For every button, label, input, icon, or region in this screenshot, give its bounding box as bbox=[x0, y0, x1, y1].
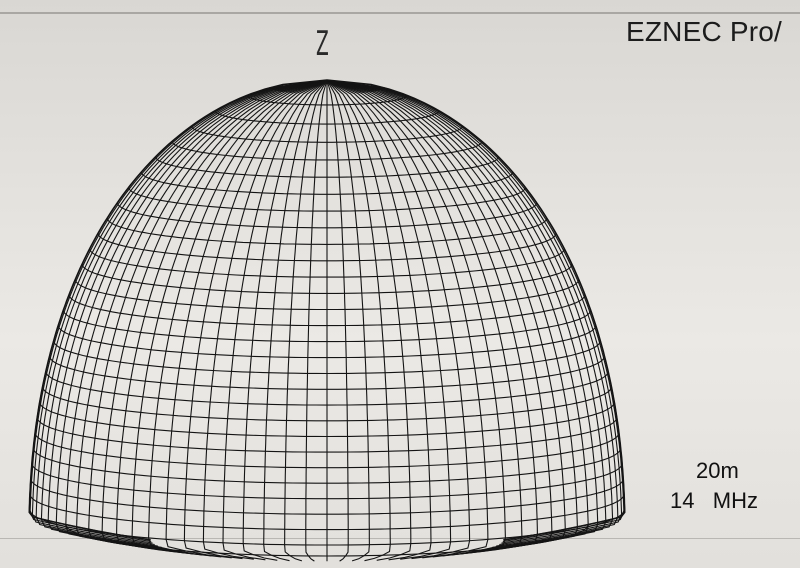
pattern-meridian-line bbox=[326, 79, 489, 559]
pattern-meridian-line bbox=[31, 79, 328, 544]
pattern-meridian-line bbox=[263, 79, 328, 562]
pattern-meridian-line bbox=[55, 79, 328, 550]
pattern-meridian-line bbox=[326, 79, 538, 556]
pattern-meridian-line bbox=[40, 79, 328, 547]
pattern-outline bbox=[28, 79, 626, 541]
pattern-meridian-line bbox=[35, 79, 328, 546]
pattern-meridian-line bbox=[29, 79, 328, 543]
pattern-meridian-line bbox=[202, 79, 328, 560]
pattern-meridian-line bbox=[88, 79, 328, 554]
pattern-meridian-line bbox=[65, 79, 328, 551]
pattern-meridian-line bbox=[242, 79, 328, 561]
pattern-meridian-line bbox=[326, 79, 589, 551]
pattern-meridian-line bbox=[326, 79, 553, 555]
pattern-meridian-line bbox=[326, 79, 412, 561]
pattern-meridian-line bbox=[222, 79, 328, 561]
plot-top-border bbox=[0, 12, 800, 14]
pattern-meridian-line bbox=[148, 79, 328, 558]
pattern-meridian-line bbox=[101, 79, 328, 555]
pattern-meridian-line bbox=[326, 79, 625, 543]
pattern-meridian-line bbox=[326, 79, 506, 558]
pattern-meridian-line bbox=[326, 79, 619, 546]
pattern-meridian-line bbox=[326, 79, 566, 554]
pattern-meridian-line bbox=[305, 79, 328, 562]
pattern-meridian-line bbox=[326, 79, 370, 562]
pattern-meridian-line bbox=[326, 79, 623, 544]
pattern-meridian-line bbox=[116, 79, 328, 556]
pattern-meridian-line bbox=[326, 79, 471, 560]
pattern-meridian-line bbox=[326, 79, 607, 548]
pattern-meridian-line bbox=[284, 79, 328, 562]
pattern-meridian-line bbox=[326, 79, 626, 541]
pattern-meridian-line bbox=[165, 79, 328, 559]
pattern-meridian-line bbox=[47, 79, 328, 548]
pattern-meridian-line bbox=[326, 79, 599, 550]
pattern-meridian-line bbox=[76, 79, 328, 552]
pattern-meridian-line bbox=[326, 79, 452, 560]
frequency-label: 14 MHz bbox=[670, 488, 759, 513]
pattern-meridian-line bbox=[326, 79, 432, 561]
band-label: 20m bbox=[696, 458, 739, 483]
pattern-meridian-line bbox=[326, 79, 349, 562]
pattern-meridian-line bbox=[131, 79, 328, 557]
pattern-meridian-line bbox=[326, 79, 523, 557]
pattern-meridian-line bbox=[28, 79, 328, 541]
pattern-meridian-line bbox=[326, 79, 391, 562]
plot-bottom-border bbox=[0, 538, 800, 539]
z-axis-label: Z bbox=[316, 24, 329, 64]
pattern-meridian-line bbox=[183, 79, 328, 560]
app-title: EZNEC Pro/ bbox=[626, 16, 783, 47]
pattern-meridian-line bbox=[326, 79, 614, 547]
pattern-meridian-line bbox=[326, 79, 578, 552]
